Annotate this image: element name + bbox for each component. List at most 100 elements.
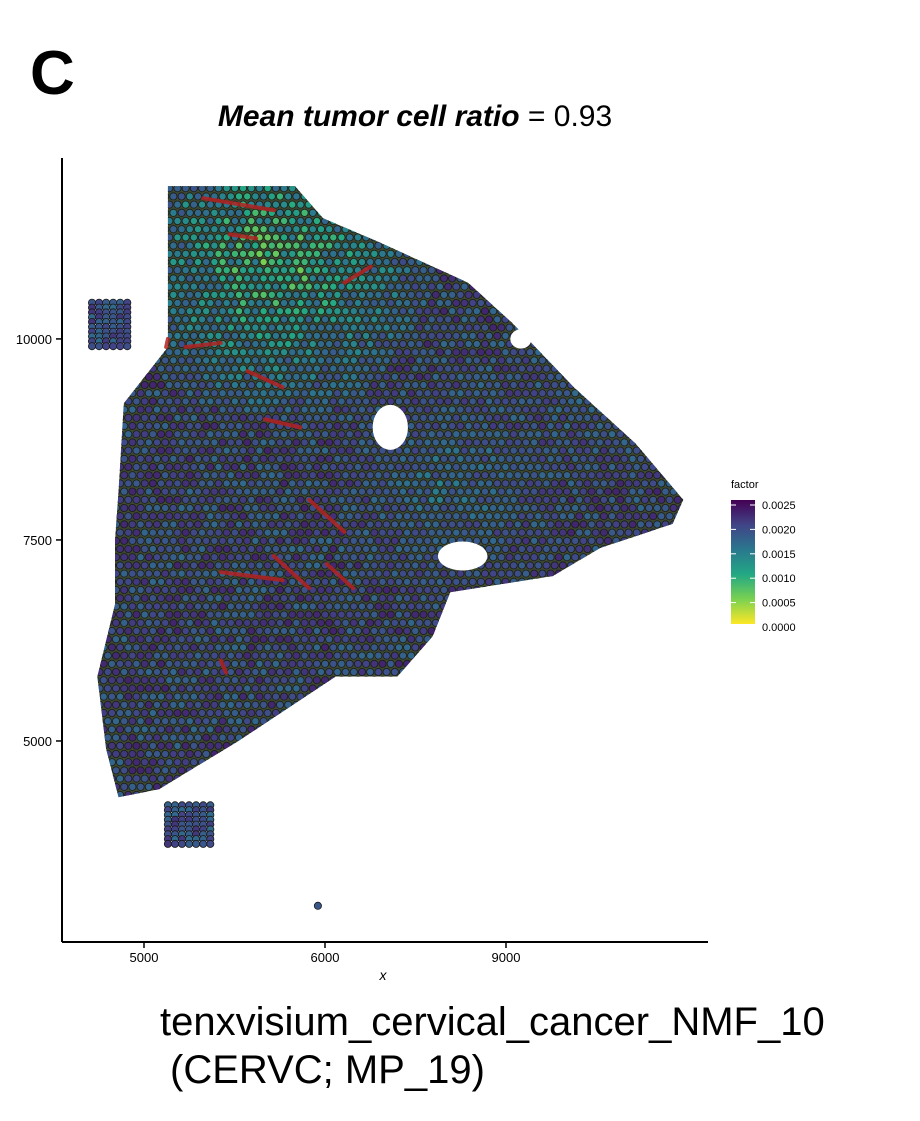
spot [84, 398, 91, 405]
spot [554, 307, 563, 316]
spot [517, 594, 526, 603]
spot [587, 405, 596, 414]
spot [97, 700, 104, 709]
spot [591, 430, 600, 439]
spot [587, 356, 596, 365]
spot [677, 651, 684, 660]
spot [251, 602, 260, 611]
spot [210, 225, 219, 234]
spot [636, 635, 645, 644]
spot [292, 651, 301, 660]
spot [124, 610, 133, 619]
spot [407, 454, 416, 463]
spot [444, 233, 453, 242]
spot [604, 471, 613, 480]
spot [563, 618, 572, 627]
spot [222, 397, 231, 406]
spot [550, 282, 559, 291]
spot [637, 176, 644, 183]
spot [563, 307, 572, 316]
spot [538, 192, 547, 201]
spot [538, 225, 547, 234]
spot [157, 577, 166, 586]
spot [681, 479, 684, 488]
spot [547, 176, 554, 183]
spot [505, 241, 514, 250]
spot [538, 356, 547, 365]
spot [304, 545, 313, 554]
spot [423, 356, 432, 365]
spot [681, 709, 684, 718]
spot [505, 618, 514, 627]
spot [472, 438, 481, 447]
spot [157, 709, 166, 718]
spot [591, 186, 600, 193]
spot [493, 676, 502, 685]
spot [431, 274, 440, 283]
spot [271, 186, 280, 193]
spot [485, 397, 494, 406]
spot [439, 503, 448, 512]
spot [665, 249, 674, 258]
spot [612, 192, 621, 201]
spot [681, 348, 684, 357]
spot [390, 520, 399, 529]
spot [591, 692, 600, 701]
spot [497, 339, 506, 348]
spot [251, 651, 260, 660]
y-tick-label: 10000 [16, 332, 52, 347]
spot [193, 257, 202, 266]
spot [165, 643, 174, 652]
spot [99, 577, 108, 586]
spot [71, 636, 78, 643]
spot [112, 356, 121, 365]
spot [661, 471, 670, 480]
spot [116, 462, 125, 471]
spot [554, 536, 563, 545]
spot [522, 290, 531, 299]
spot [599, 643, 608, 652]
spot [530, 569, 539, 578]
spot [181, 512, 190, 521]
spot [489, 241, 498, 250]
spot [288, 380, 297, 389]
spot [263, 512, 272, 521]
spot [673, 577, 682, 586]
spot [325, 225, 334, 234]
spot [489, 684, 498, 693]
spot [144, 208, 153, 217]
spot [587, 700, 596, 709]
spot [124, 528, 133, 537]
spot [444, 364, 453, 373]
spot [124, 561, 133, 570]
spot [416, 176, 423, 183]
spot [464, 471, 473, 480]
spot [394, 692, 403, 701]
spot [239, 692, 248, 701]
spot [333, 618, 342, 627]
spot [439, 389, 448, 398]
spot [419, 594, 428, 603]
spot [189, 397, 198, 406]
spot [591, 495, 600, 504]
spot [169, 487, 178, 496]
spot [501, 528, 510, 537]
spot [558, 266, 567, 275]
spot [423, 208, 432, 217]
spot [120, 208, 129, 217]
spot [530, 536, 539, 545]
spot [288, 186, 297, 193]
spot [157, 298, 166, 307]
spot [107, 512, 116, 521]
spot [84, 693, 91, 700]
spot [288, 528, 297, 537]
spot [128, 503, 137, 512]
spot [84, 660, 91, 667]
spot [316, 208, 325, 217]
spot [185, 536, 194, 545]
spot [378, 462, 387, 471]
spot [378, 528, 387, 537]
spot [144, 586, 153, 595]
spot [120, 356, 129, 365]
spot [534, 627, 543, 636]
